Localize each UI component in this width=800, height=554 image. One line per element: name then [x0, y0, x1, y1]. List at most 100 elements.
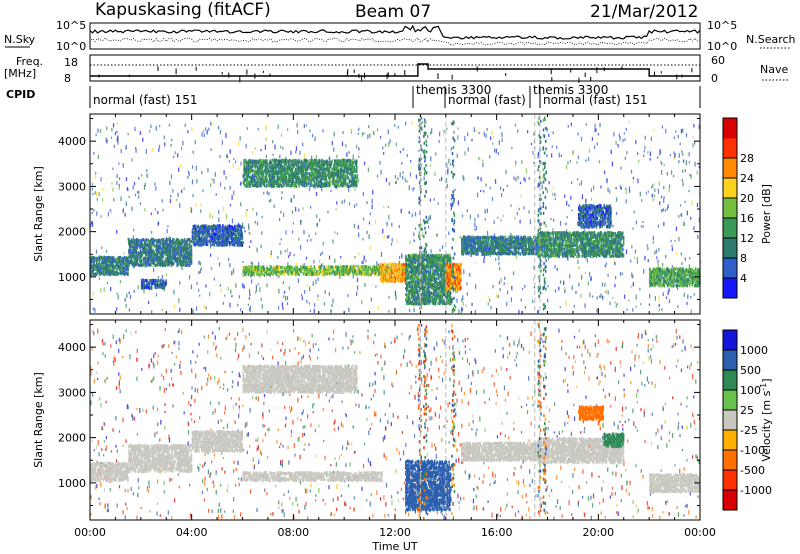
echo-cell [363, 265, 366, 269]
echo-cell [99, 267, 101, 271]
echo-cell [150, 239, 152, 243]
echo-cell [348, 265, 350, 269]
echo-cell [546, 154, 548, 158]
echo-cell [295, 173, 297, 177]
echo-cell [548, 133, 550, 138]
echo-cell [142, 284, 144, 288]
echo-cell [301, 162, 304, 166]
echo-cell [311, 267, 314, 271]
echo-cell [276, 162, 278, 167]
echo-cell [256, 272, 258, 276]
echo-cell [306, 269, 308, 273]
echo-cell [307, 163, 310, 167]
echo-cell [252, 268, 255, 272]
echo-cell [640, 303, 642, 306]
echo-cell [310, 238, 312, 242]
echo-cell [259, 274, 261, 278]
echo-cell [278, 265, 280, 269]
echo-cell [135, 251, 138, 255]
echo-cell [137, 251, 139, 255]
echo-cell [116, 307, 118, 311]
echo-cell [300, 163, 302, 167]
cpid-mode-label: normal (fast) [448, 93, 526, 107]
echo-cell [303, 263, 305, 266]
echo-cell [250, 165, 252, 170]
echo-cell [170, 143, 172, 147]
echo-cell [498, 262, 500, 265]
echo-cell [181, 238, 183, 242]
echo-cell [233, 157, 235, 160]
echo-cell [377, 263, 380, 267]
echo-cell [301, 165, 304, 169]
echo-cell [188, 172, 190, 177]
echo-cell [118, 268, 121, 272]
echo-cell [223, 228, 226, 233]
echo-cell [295, 167, 297, 171]
echo-cell [164, 241, 167, 246]
echo-cell [356, 174, 359, 179]
echo-cell [673, 136, 676, 140]
echo-cell [186, 238, 189, 242]
echo-cell [224, 186, 226, 190]
echo-cell [532, 150, 534, 155]
echo-cell [263, 183, 266, 188]
echo-cell [145, 238, 148, 242]
echo-cell [97, 266, 100, 271]
echo-cell [225, 235, 228, 239]
echo-cell [220, 240, 222, 245]
echo-cell [521, 160, 523, 164]
echo-cell [311, 177, 314, 181]
echo-cell [107, 255, 110, 260]
echo-cell [226, 243, 228, 247]
echo-cell [677, 134, 679, 139]
echo-cell [250, 180, 252, 184]
echo-cell [377, 305, 380, 310]
echo-cell [189, 259, 191, 263]
echo-cell [281, 302, 284, 307]
echo-cell [677, 305, 679, 308]
echo-cell [259, 268, 261, 272]
echo-cell [306, 266, 308, 270]
echo-cell [167, 245, 169, 249]
echo-cell [173, 289, 175, 295]
echo-cell [280, 177, 283, 182]
echo-cell [343, 173, 345, 177]
echo-cell [681, 150, 683, 153]
echo-cell [236, 230, 239, 234]
echo-cell [163, 251, 166, 255]
echo-cell [356, 176, 358, 180]
echo-cell [176, 240, 178, 244]
echo-cell [268, 184, 271, 188]
echo-cell [328, 266, 331, 270]
date-title: 21/Mar/2012 [590, 2, 698, 22]
echo-cell [306, 271, 309, 275]
echo-cell [123, 269, 126, 273]
echo-cell [339, 265, 342, 269]
echo-cell [161, 237, 163, 242]
echo-cell [216, 234, 218, 239]
echo-cell [251, 270, 254, 274]
echo-cell [204, 238, 206, 242]
echo-cell [334, 272, 336, 276]
echo-cell [90, 270, 92, 274]
echo-cell [229, 228, 232, 232]
echo-cell [308, 286, 311, 292]
echo-cell [97, 268, 100, 273]
echo-cell [680, 252, 682, 256]
echo-cell [446, 162, 448, 168]
echo-cell [255, 165, 257, 169]
echo-cell [227, 224, 229, 228]
echo-cell [353, 270, 355, 274]
echo-cell [227, 230, 229, 234]
echo-cell [109, 268, 111, 273]
frequency-trace [90, 63, 700, 77]
echo-cell [258, 159, 261, 163]
echo-cell [262, 159, 265, 163]
echo-cell [172, 239, 174, 244]
echo-cell [259, 169, 261, 174]
echo-cell [230, 236, 233, 240]
echo-cell [283, 167, 285, 171]
echo-cell [269, 178, 272, 182]
echo-cell [211, 224, 213, 229]
echo-cell [430, 249, 432, 254]
